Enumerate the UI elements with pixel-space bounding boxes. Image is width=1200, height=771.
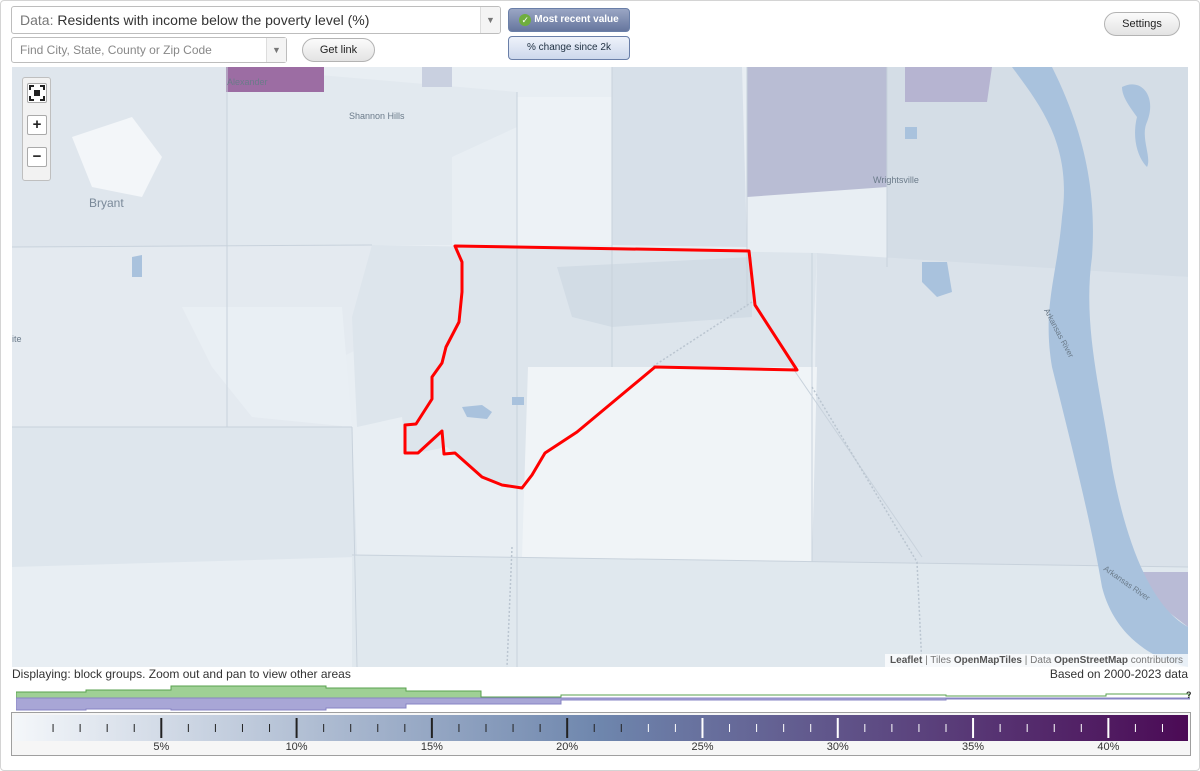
attribution-data-prefix: Data xyxy=(1030,655,1052,666)
zoom-in-button[interactable]: + xyxy=(27,115,47,135)
settings-button[interactable]: Settings xyxy=(1104,12,1180,36)
tab-percent-change[interactable]: % change since 2k xyxy=(508,36,630,60)
place-label-partial: ite xyxy=(12,334,22,344)
attribution-leaflet-link[interactable]: Leaflet xyxy=(890,655,923,666)
tab-most-recent-value[interactable]: ✓ Most recent value xyxy=(508,8,630,32)
legend-tick-label: 20% xyxy=(556,741,579,753)
fullscreen-extent-icon[interactable] xyxy=(27,83,47,103)
attribution-tiles-prefix: Tiles xyxy=(930,655,952,666)
map-canvas[interactable]: Alexander Shannon Hills Bryant Wrightsvi… xyxy=(12,67,1188,667)
attribution-sep-2: | xyxy=(1024,655,1028,666)
data-select-prefix: Data: xyxy=(20,12,54,28)
selected-area-outline xyxy=(403,244,799,490)
attribution-sep-1: | xyxy=(925,655,928,666)
map-tiles xyxy=(12,67,1188,667)
histogram-help-icon[interactable]: ? xyxy=(1186,690,1192,700)
checkmark-icon: ✓ xyxy=(519,14,532,26)
zoom-out-button[interactable]: − xyxy=(27,147,47,167)
attribution-tiles-link[interactable]: OpenMapTiles xyxy=(953,655,1022,666)
tab-most-recent-label: Most recent value xyxy=(534,14,619,25)
data-range-note: Based on 2000-2023 data xyxy=(1049,667,1188,681)
data-select-value: Residents with income below the poverty … xyxy=(57,12,370,28)
get-link-button[interactable]: Get link xyxy=(302,38,375,62)
attribution-osm-link[interactable]: OpenStreetMap xyxy=(1054,655,1128,666)
legend-tick-label: 15% xyxy=(420,741,443,753)
chevron-down-icon[interactable]: ▼ xyxy=(266,38,286,62)
color-legend: 5% 10% 15% 20% 25% 30% 35% 40% xyxy=(11,712,1191,756)
data-variable-select[interactable]: Data: Residents with income below the po… xyxy=(11,6,501,34)
legend-tick-label: 35% xyxy=(962,741,985,753)
place-label-alexander: Alexander xyxy=(227,77,268,87)
map-attribution: Leaflet | Tiles OpenMapTiles | Data Open… xyxy=(885,654,1188,667)
legend-tick-label: 40% xyxy=(1097,741,1120,753)
display-note: Displaying: block groups. Zoom out and p… xyxy=(12,667,351,681)
place-label-shannon-hills: Shannon Hills xyxy=(349,111,405,121)
legend-tick-label: 30% xyxy=(826,741,849,753)
distribution-histogram xyxy=(16,685,1190,711)
legend-gradient-bar xyxy=(14,715,1188,741)
legend-tick-label: 5% xyxy=(153,741,170,753)
attribution-data-suffix: contributors xyxy=(1130,655,1183,666)
legend-tick-label: 25% xyxy=(691,741,714,753)
legend-tick-label: 10% xyxy=(285,741,308,753)
search-placeholder: Find City, State, County or Zip Code xyxy=(20,43,212,57)
place-label-bryant: Bryant xyxy=(89,196,124,210)
place-label-wrightsville: Wrightsville xyxy=(873,175,919,185)
location-search-input[interactable]: Find City, State, County or Zip Code ▼ xyxy=(11,37,287,63)
zoom-control: + − xyxy=(22,77,51,181)
chevron-down-icon[interactable]: ▼ xyxy=(480,7,500,33)
extent-glyph xyxy=(29,85,45,101)
